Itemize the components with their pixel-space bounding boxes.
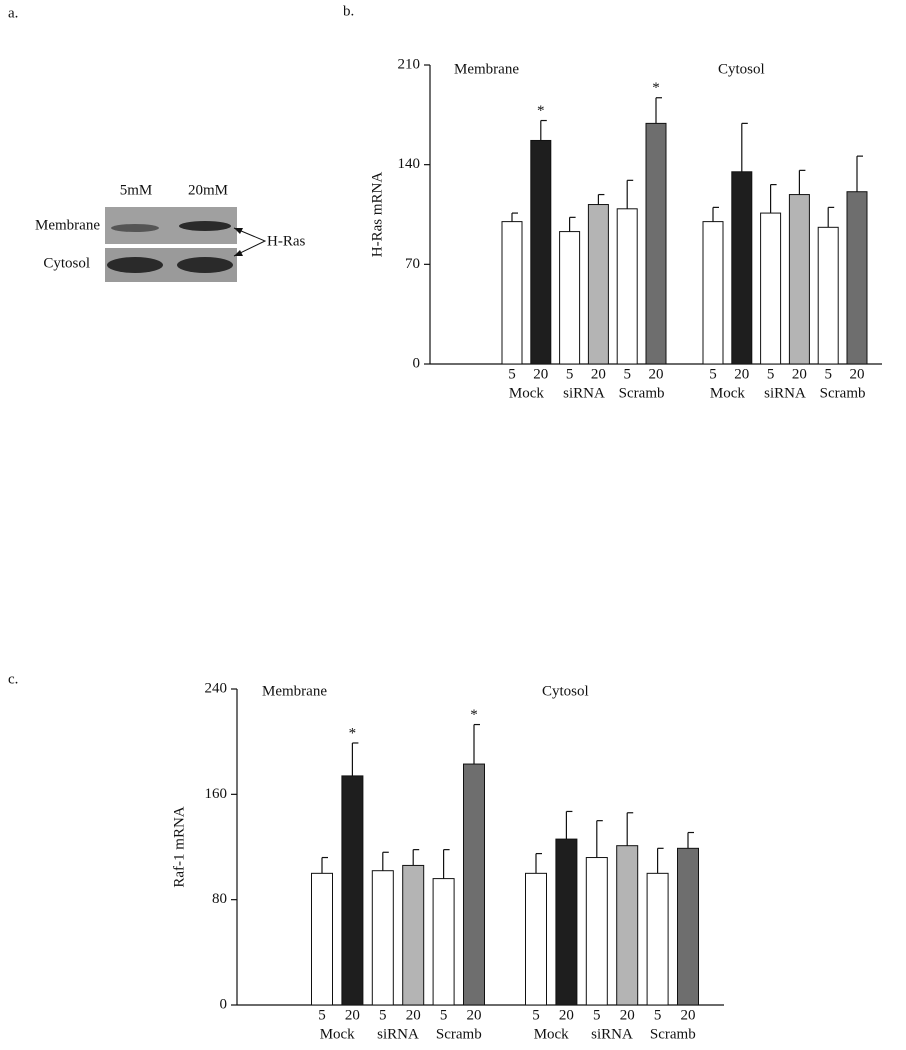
y-tick-label: 140 xyxy=(398,156,421,172)
bar xyxy=(645,122,667,365)
bar xyxy=(616,845,639,1006)
band xyxy=(179,221,231,231)
panel-label: b. xyxy=(343,3,354,19)
y-axis-label: Raf-1 mRNA xyxy=(171,806,187,887)
section-label: Cytosol xyxy=(718,61,765,77)
bar xyxy=(646,872,669,1006)
bar xyxy=(555,838,578,1006)
x-tick-label: 20 xyxy=(406,1007,421,1023)
group-label: Scramb xyxy=(436,1026,482,1042)
bar xyxy=(501,221,523,365)
y-tick-label: 80 xyxy=(212,891,227,907)
x-tick-label: 5 xyxy=(767,366,775,382)
group-label: Mock xyxy=(710,385,745,401)
bar xyxy=(559,231,581,365)
section-label: Membrane xyxy=(454,61,519,77)
arrowhead xyxy=(234,250,243,256)
row-label: Membrane xyxy=(35,217,100,233)
x-tick-label: 20 xyxy=(734,366,749,382)
group-label: siRNA xyxy=(377,1026,419,1042)
arrow xyxy=(233,227,267,257)
bar xyxy=(702,221,724,365)
x-tick-label: 20 xyxy=(850,366,865,382)
lane-label: 20mM xyxy=(188,182,228,198)
group-label: Scramb xyxy=(820,385,866,401)
bar xyxy=(525,872,547,1006)
section-label: Membrane xyxy=(262,683,327,699)
panel-label: c. xyxy=(8,671,18,687)
x-tick-label: 20 xyxy=(792,366,807,382)
significance-marker: * xyxy=(537,103,545,119)
x-tick-label: 5 xyxy=(623,366,631,382)
band xyxy=(107,257,163,273)
bar xyxy=(432,878,455,1006)
x-tick-label: 5 xyxy=(379,1007,387,1023)
bar xyxy=(371,870,394,1006)
significance-marker: * xyxy=(349,725,357,741)
bar xyxy=(788,194,810,365)
x-tick-label: 5 xyxy=(440,1007,448,1023)
bar xyxy=(585,857,608,1006)
band xyxy=(111,224,159,232)
x-tick-label: 5 xyxy=(532,1007,540,1023)
lane-label: 5mM xyxy=(120,182,153,198)
x-tick-label: 20 xyxy=(649,366,664,382)
group-label: Scramb xyxy=(619,385,665,401)
y-tick-label: 0 xyxy=(220,996,228,1012)
x-tick-label: 20 xyxy=(345,1007,360,1023)
bar xyxy=(341,775,364,1006)
x-tick-label: 20 xyxy=(467,1007,482,1023)
bar xyxy=(311,872,333,1006)
x-tick-label: 20 xyxy=(591,366,606,382)
band xyxy=(177,257,233,273)
bar xyxy=(731,171,753,365)
group-label: Mock xyxy=(320,1026,355,1042)
x-tick-label: 5 xyxy=(318,1007,326,1023)
row-label: Cytosol xyxy=(43,255,90,271)
target-label: H-Ras xyxy=(267,233,305,249)
significance-marker: * xyxy=(652,80,660,96)
bar xyxy=(677,847,699,1006)
y-axis-label: H-Ras mRNA xyxy=(369,172,385,258)
y-tick-label: 160 xyxy=(205,786,228,802)
bar xyxy=(463,763,485,1006)
group-label: Mock xyxy=(509,385,544,401)
bar xyxy=(402,864,425,1006)
y-tick-label: 210 xyxy=(398,56,421,72)
x-tick-label: 20 xyxy=(620,1007,635,1023)
bar xyxy=(760,212,782,365)
x-tick-label: 5 xyxy=(566,366,574,382)
x-tick-label: 5 xyxy=(709,366,717,382)
x-tick-label: 5 xyxy=(508,366,516,382)
section-label: Cytosol xyxy=(542,683,589,699)
significance-marker: * xyxy=(470,707,478,723)
y-tick-label: 240 xyxy=(205,680,228,696)
bar xyxy=(846,191,868,365)
bar xyxy=(817,226,839,365)
panel-label: a. xyxy=(8,5,18,21)
x-tick-label: 20 xyxy=(559,1007,574,1023)
group-label: siRNA xyxy=(563,385,605,401)
group-label: siRNA xyxy=(591,1026,633,1042)
bar xyxy=(530,139,552,365)
bar xyxy=(616,208,638,365)
x-tick-label: 20 xyxy=(533,366,548,382)
group-label: Mock xyxy=(534,1026,569,1042)
arrowhead xyxy=(234,228,243,234)
bar xyxy=(587,204,609,365)
x-tick-label: 5 xyxy=(654,1007,662,1023)
x-tick-label: 5 xyxy=(593,1007,601,1023)
y-tick-label: 70 xyxy=(405,256,420,272)
group-label: Scramb xyxy=(650,1026,696,1042)
x-tick-label: 5 xyxy=(824,366,832,382)
x-tick-label: 20 xyxy=(681,1007,696,1023)
y-tick-label: 0 xyxy=(413,355,421,371)
group-label: siRNA xyxy=(764,385,806,401)
